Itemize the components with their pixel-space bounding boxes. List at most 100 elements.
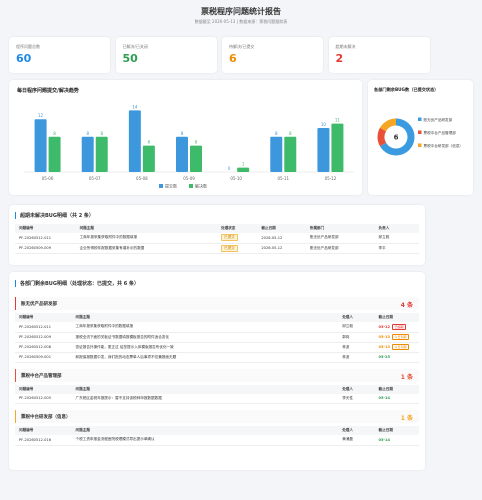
table-cell: 账无优产品研发部 <box>305 233 375 244</box>
table-cell: 邱立毅 <box>374 233 419 244</box>
table-header-cell: 问题编号 <box>15 313 72 322</box>
legend-label: 票税中台产品管理部 <box>424 130 457 135</box>
legend-label: 票税中台研发部（信息） <box>424 143 464 148</box>
table-cell: 2026-05-12 <box>257 233 306 244</box>
bar <box>176 136 188 172</box>
chart-title: 各部门剩余BUG数（已提交状态） <box>374 87 439 92</box>
table-cell: 黄涌磊 <box>338 435 375 446</box>
bar <box>317 128 330 172</box>
bar-value-label: 0 <box>228 166 231 171</box>
bar-value-label: 8 <box>53 131 56 136</box>
table-row: PF-20260512-009 报税全流下面的关板证书数据填报模板报告的附件适合变… <box>15 332 419 343</box>
kpi-label: 待解决/已提交 <box>229 44 255 49</box>
bar-value-label: 8 <box>86 131 89 136</box>
bar <box>34 119 47 172</box>
table-header-row: 问题编号 问题主题 处理人 截止日期 <box>15 384 419 394</box>
table-header-cell: 问题主题 <box>71 426 339 435</box>
dept-group: 账无优产品研发部 4 条问题编号 问题主题 处理人 截止日期 PF-20260512-01… <box>15 297 419 363</box>
table-row: PF-20260509-009 企业所得税年报数据采集有增补示的数据 已提交 2026… <box>15 243 419 254</box>
bar <box>81 136 94 172</box>
status-badge: 已提交 <box>221 244 238 252</box>
table-cell: 和报保报数据中发，我们批的动态票单人后事项不仅兼报面无题 <box>71 352 339 363</box>
table-header-cell: 处理人 <box>338 426 375 435</box>
table-cell: 05-25 <box>374 352 419 363</box>
due-tag: 今日到期 <box>392 334 410 340</box>
table-header-row: 问题编号 问题主题 处理人 截止日期 <box>15 426 419 435</box>
dept-group: 票税中台产品管理部 1 条问题编号 问题主题 处理人 截止日期 PF-20260512-0… <box>15 368 419 404</box>
table-cell: 广东税区金税年报提示：暂不支持该税种申报数据数据 <box>71 393 339 404</box>
x-tick-label: 05-08 <box>136 176 148 181</box>
legend-swatch <box>159 184 163 188</box>
bar-value-label: 8 <box>100 131 103 136</box>
chart-title: 每日程序问题提交/解决趋势 <box>17 88 79 94</box>
bar-value-label: 11 <box>335 118 341 123</box>
table-cell: 账无优产品研发部 <box>305 243 375 254</box>
dept-table-wrap: 问题编号 问题主题 处理人 截止日期 PF-20260512-011 工商年报采集获取附件… <box>15 313 419 363</box>
bar-value-label: 8 <box>275 131 278 136</box>
due-tag: 今日到期 <box>392 344 410 350</box>
bar-chart: 05-06 12 8 05-07 8 8 05-08 14 6 05-09 8 6 05-10 0 1 05-… <box>24 104 354 189</box>
table-cell: 邱立毅 <box>338 322 375 333</box>
due-date: 05-12 <box>378 324 391 329</box>
dept-count: 1 条 <box>400 373 413 381</box>
table-cell: 工商年报采集获取附件中的数据填报 <box>75 233 217 244</box>
table-header-cell: 问题主题 <box>71 384 339 394</box>
x-tick-label: 05-07 <box>89 176 101 181</box>
dept-table-wrap: 问题编号 问题主题 处理人 截止日期 PF-20260512-005 广东税区金税年报提示… <box>15 384 419 404</box>
table-header-cell: 处理状态 <box>217 224 258 233</box>
table-header-cell: 截止日期 <box>374 384 419 394</box>
due-date: 05-25 <box>378 355 391 359</box>
table: 问题编号 问题主题 处理人 截止日期 PF-20260512-016 个税工资申报金流程医… <box>15 426 419 446</box>
table-cell: 企业所得税年报数据采集有增补示的数据 <box>75 243 217 254</box>
pie-card: 各部门剩余BUG数（已提交状态） 账无优产品研发部 票税中台产品管理部票税中台研发… <box>368 80 473 195</box>
table-row: PF-20260512-011 工商年报采集获取附件中的数据填报 邱立毅 05-12 已… <box>15 322 419 333</box>
table-cell: 郭岗 <box>338 332 375 343</box>
kpi-label: 程序问题总数 <box>16 44 40 49</box>
bar-value-label: 1 <box>242 162 245 167</box>
bar-value-label: 12 <box>38 113 44 118</box>
table-cell: 李平 <box>374 243 419 254</box>
kpi-label: 已解决/已关闭 <box>122 44 148 49</box>
dept-groups: 账无优产品研发部 4 条问题编号 问题主题 处理人 截止日期 PF-20260512-01… <box>15 292 419 452</box>
kpi-card: 已解决/已关闭 50 <box>115 37 217 73</box>
kpi-card: 待解决/已提交 6 <box>222 37 323 73</box>
due-date: 05-14 <box>378 437 391 442</box>
x-tick-label: 05-09 <box>183 176 195 181</box>
table-header-cell: 截止日期 <box>374 426 419 435</box>
table-header-cell: 截止日期 <box>257 224 306 233</box>
legend-label: 账无优产品研发部 <box>424 117 453 122</box>
table-row: PF-20260512-016 个税工资申报金流程医院税理模式导出提示单确认 黄涌磊… <box>15 435 419 446</box>
kpi-value: 6 <box>229 52 237 65</box>
x-tick-label: 05-12 <box>325 176 337 181</box>
section-title: 超期未解决BUG明细（共 2 条） <box>15 212 94 219</box>
kpi-value: 2 <box>335 52 344 65</box>
bar-value-label: 14 <box>132 104 138 109</box>
table-header-row: 问题编号 问题主题 处理人 截止日期 <box>15 313 419 322</box>
bar-card: 每日程序问题提交/解决趋势 05-06 12 8 05-07 8 8 05-08 14 6 05-… <box>9 80 362 195</box>
table-cell: 查证报告外操作能，更正过 给您提示入体模版报告所优化一致 <box>71 342 339 353</box>
bar-value-label: 8 <box>181 131 184 136</box>
bar <box>95 136 108 172</box>
table-header-cell: 问题编号 <box>15 426 72 435</box>
table-header-cell: 处理人 <box>338 384 375 394</box>
table-cell: 05-13 今日到期 <box>374 342 419 353</box>
dept-card: 各部门剩余BUG明细（处理状态：已提交，共 6 条） 账无优产品研发部 4 条问题… <box>9 272 425 470</box>
table-cell: 李天性 <box>338 393 375 404</box>
table-header-cell: 问题编号 <box>15 384 72 394</box>
table: 问题编号 问题主题 处理状态 截止日期 所属部门 负责人 PF-20260512-011 工商… <box>15 224 419 254</box>
table-cell: PF-20260512-016 <box>15 435 72 446</box>
table-header-cell: 问题编号 <box>15 224 76 233</box>
table-cell: 05-12 已超期 <box>374 322 419 333</box>
dept-name: 票税中台产品管理部 <box>21 373 62 379</box>
table-cell: PF-20260512-011 <box>15 322 72 333</box>
table-header-cell: 问题主题 <box>75 224 217 233</box>
dept-name: 票税中台研发部（信息） <box>21 415 71 420</box>
bar <box>48 136 61 172</box>
kpi-card: 超期未解决 2 <box>328 37 430 73</box>
table: 问题编号 问题主题 处理人 截止日期 PF-20260512-005 广东税区金税年报提示… <box>15 384 419 404</box>
table-cell: 已提交 <box>217 243 258 254</box>
due-tag: 已超期 <box>392 323 407 330</box>
donut-center-value: 6 <box>394 134 399 142</box>
bar <box>190 145 202 172</box>
bar <box>237 167 250 172</box>
